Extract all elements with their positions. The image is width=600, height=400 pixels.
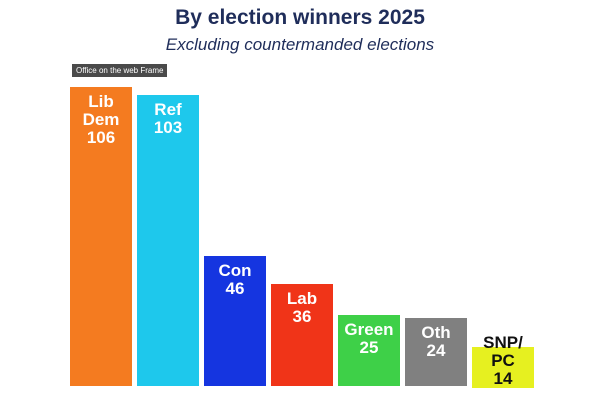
bar-label: Lab 36 bbox=[271, 290, 333, 326]
category-label: Oth bbox=[421, 323, 451, 343]
value-label: 46 bbox=[225, 279, 245, 299]
category-label: Lab bbox=[286, 289, 318, 309]
category-label: Lib Dem bbox=[82, 92, 120, 129]
value-label: 106 bbox=[86, 128, 116, 147]
bar bbox=[338, 315, 400, 386]
chart-subtitle: Excluding countermanded elections bbox=[165, 35, 435, 54]
bar-label: SNP/PC 14 bbox=[472, 334, 534, 388]
bar-label: Ref 103 bbox=[137, 101, 199, 137]
category-label: Con bbox=[218, 261, 252, 281]
frame-label: Office on the web Frame bbox=[72, 64, 168, 77]
value-label: 14 bbox=[472, 370, 534, 388]
bar-label: Con 46 bbox=[204, 262, 266, 298]
category-label: Ref bbox=[154, 100, 182, 120]
value-label: 36 bbox=[292, 307, 312, 327]
value-label: 25 bbox=[359, 338, 379, 358]
category-label: SNP/PC bbox=[483, 333, 523, 370]
chart-title: By election winners 2025 bbox=[175, 6, 425, 29]
bar bbox=[137, 95, 199, 386]
bar-label: Oth 24 bbox=[405, 324, 467, 360]
value-label: 103 bbox=[153, 118, 183, 138]
bar bbox=[204, 256, 266, 386]
value-label: 24 bbox=[426, 341, 446, 361]
bar bbox=[70, 87, 132, 386]
bar bbox=[405, 318, 467, 386]
bar-label: Lib Dem 106 bbox=[70, 93, 132, 147]
bar bbox=[271, 284, 333, 386]
category-label: Green bbox=[344, 320, 394, 340]
bar-label: Green 25 bbox=[338, 321, 400, 357]
